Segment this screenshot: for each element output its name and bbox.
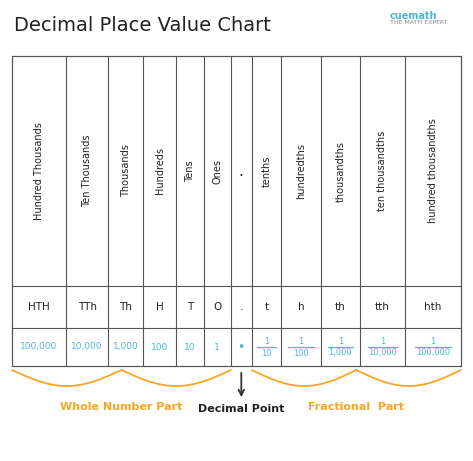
Text: Fractional  Part: Fractional Part [308,402,404,412]
Text: Decimal Place Value Chart: Decimal Place Value Chart [14,16,271,35]
Text: t: t [264,302,269,312]
Text: tth: tth [375,302,390,312]
Text: 10,000: 10,000 [71,343,103,351]
Text: Decimal Point: Decimal Point [198,404,284,414]
Text: hundredths: hundredths [296,143,306,199]
Text: thousandths: thousandths [335,141,345,201]
Text: Whole Number Part: Whole Number Part [60,402,183,412]
Text: 10: 10 [261,349,272,357]
Text: T: T [187,302,193,312]
Text: 100,000: 100,000 [20,343,58,351]
Text: 1: 1 [380,337,385,345]
Text: 10,000: 10,000 [368,349,397,357]
Text: 1,000: 1,000 [113,343,139,351]
Bar [12,56,461,366]
Text: Hundreds: Hundreds [155,148,165,195]
Text: O: O [213,302,221,312]
Text: ten thousandths: ten thousandths [377,131,387,211]
Text: TTh: TTh [78,302,96,312]
Text: 100,000: 100,000 [416,349,450,357]
Text: h: h [298,302,304,312]
Text: 1: 1 [338,337,343,345]
Text: Ten Thousands: Ten Thousands [82,135,92,207]
Text: .: . [240,302,243,312]
Text: H: H [156,302,164,312]
Text: hundred thousandths: hundred thousandths [428,118,438,224]
Text: 100: 100 [293,349,309,357]
Text: 1: 1 [298,337,304,345]
Text: HTH: HTH [28,302,50,312]
Text: Tens: Tens [185,160,195,182]
Text: 1,000: 1,000 [329,349,352,357]
Text: 1: 1 [264,337,269,345]
Text: Th: Th [119,302,132,312]
Text: •: • [237,341,245,354]
Text: .: . [239,164,244,178]
Text: th: th [335,302,346,312]
Text: Ones: Ones [212,159,222,183]
Text: 1: 1 [430,337,436,345]
Text: hth: hth [424,302,442,312]
Text: tenths: tenths [262,155,272,187]
Text: 100: 100 [151,343,168,351]
Text: Thousands: Thousands [121,145,131,197]
Text: 1: 1 [214,343,220,351]
Text: THE MATH EXPERT: THE MATH EXPERT [390,20,447,25]
Text: 10: 10 [184,343,196,351]
Text: cuemath: cuemath [390,11,438,21]
Text: Hundred Thousands: Hundred Thousands [34,122,44,220]
